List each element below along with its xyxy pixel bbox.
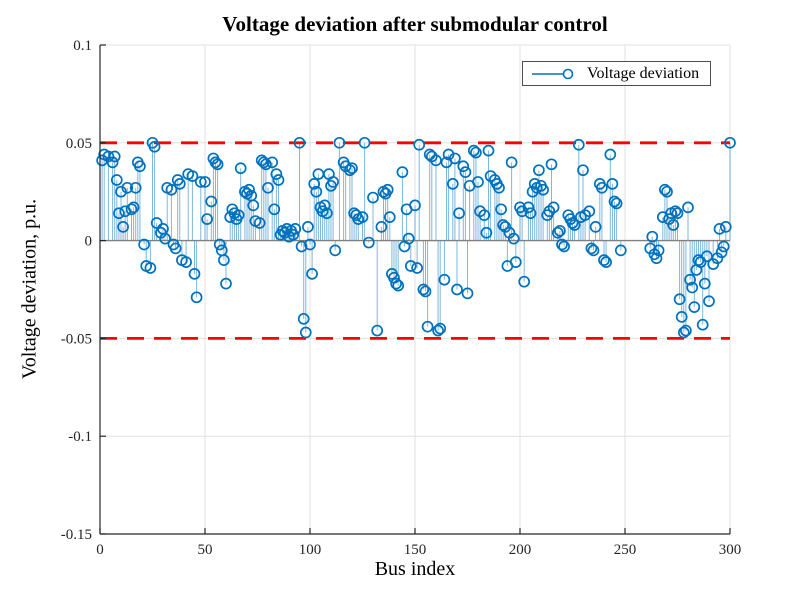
x-axis-label: Bus index [374,558,456,580]
chart-title: Voltage deviation after submodular contr… [222,12,608,36]
y-tick-label: -0.05 [61,331,92,347]
x-tick-label: 300 [719,542,742,558]
y-tick-labels: 0.1 0.05 0 -0.05 -0.1 -0.15 [61,38,92,543]
axes [99,44,731,535]
y-tick-label: -0.1 [68,429,92,445]
x-tick-label: 150 [404,542,427,558]
y-tick-label: 0.1 [73,38,92,54]
y-tick-label: -0.15 [61,527,92,543]
grid [99,44,731,535]
legend-line-marker-icon [532,68,574,79]
y-tick-label: 0.05 [66,136,92,152]
x-tick-label: 0 [96,542,104,558]
x-tick-labels: 0 50 100 150 200 250 300 [96,542,741,558]
legend[interactable]: Voltage deviation [522,61,711,86]
x-tick-label: 250 [614,542,637,558]
legend-label: Voltage deviation [587,64,700,82]
x-tick-label: 100 [299,542,322,558]
stem-lines [101,142,731,333]
x-tick-label: 50 [198,542,213,558]
y-axis-label: Voltage deviation, p.u. [18,198,41,380]
voltage-limit-lines [100,141,730,340]
stem-markers [96,136,736,339]
x-tick-label: 200 [509,542,532,558]
y-tick-label: 0 [85,234,93,250]
